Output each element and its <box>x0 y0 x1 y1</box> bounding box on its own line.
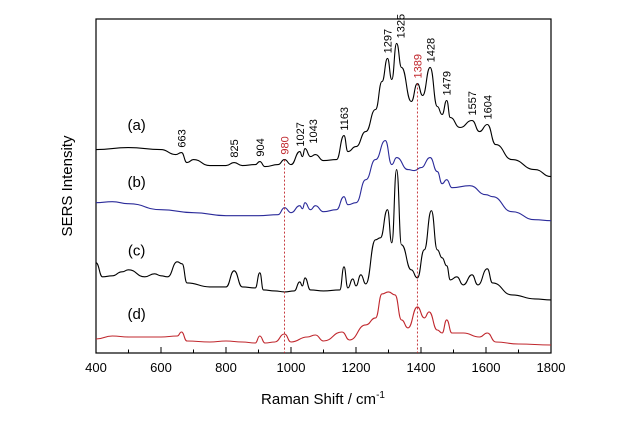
peak-label: 1325 <box>396 14 408 38</box>
peak-label: 1163 <box>339 107 351 131</box>
series-label-d: (d) <box>127 306 145 323</box>
x-axis-ticks: 400 600 800 1000 1200 1400 1600 1800 <box>85 347 565 375</box>
x-tick-label: 800 <box>215 360 237 375</box>
series-line-c <box>95 169 552 301</box>
peak-label: 1297 <box>383 29 395 53</box>
x-tick-label: 600 <box>150 360 172 375</box>
series-line-a <box>95 42 552 178</box>
peak-label: 1479 <box>442 71 454 95</box>
peak-label: 1389 <box>412 54 424 78</box>
peak-label: 825 <box>229 139 241 157</box>
series-label-a: (a) <box>127 117 145 134</box>
peak-label: 1043 <box>308 119 320 143</box>
x-tick-label: 1600 <box>472 360 501 375</box>
x-axis-title: Raman Shift / cm-1 <box>261 390 385 408</box>
series-layer: (a) (b) (c) (d) <box>95 42 552 346</box>
x-tick-label: 1200 <box>342 360 371 375</box>
peak-label: 1428 <box>425 38 437 62</box>
x-tick-label: 1000 <box>277 360 306 375</box>
peak-label: 980 <box>280 136 292 154</box>
x-tick-label: 1400 <box>407 360 436 375</box>
x-tick-label: 1800 <box>537 360 566 375</box>
peak-label: 904 <box>255 138 267 156</box>
y-axis-title: SERS Intensity <box>59 135 76 236</box>
series-label-b: (b) <box>127 174 145 191</box>
peak-label: 1604 <box>482 95 494 119</box>
peak-label: 1557 <box>467 91 479 115</box>
x-tick-label: 400 <box>85 360 107 375</box>
plot-frame <box>95 18 552 354</box>
peak-label: 663 <box>177 129 189 147</box>
peak-label: 1027 <box>295 122 307 146</box>
series-line-d <box>95 291 552 346</box>
series-label-c: (c) <box>128 242 146 259</box>
series-line-b <box>95 140 552 222</box>
